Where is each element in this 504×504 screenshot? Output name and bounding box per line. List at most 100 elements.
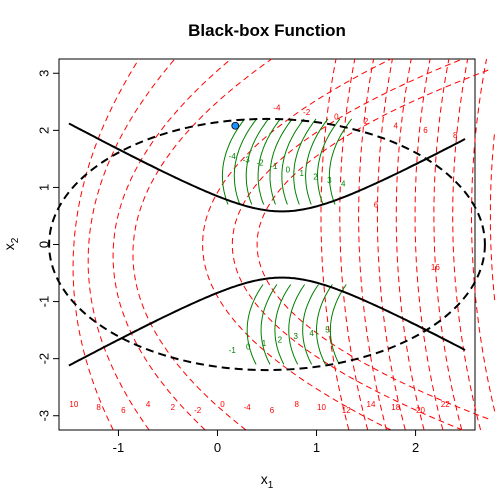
red-contour-label: -4 <box>273 103 281 112</box>
green-contour-label: 3 <box>293 332 298 341</box>
green-contour-line <box>329 284 347 365</box>
green-contour-line <box>246 284 264 365</box>
y-tick-label: 3 <box>36 70 51 77</box>
red-contour-label: 12 <box>342 406 351 415</box>
red-contour-label: -4 <box>244 403 252 412</box>
red-contour-label: 8 <box>96 403 101 412</box>
data-point <box>231 121 240 130</box>
plot-frame <box>58 58 476 431</box>
green-contour-label: 4 <box>309 329 314 338</box>
red-contour-line <box>231 58 463 431</box>
green-contour-label: 0 <box>286 166 291 175</box>
green-contour-label: -4 <box>229 152 237 161</box>
red-contour-line <box>72 58 140 431</box>
green-contour-line <box>281 118 305 205</box>
x-tick-label: -1 <box>113 440 125 455</box>
point-layer <box>231 121 240 130</box>
green-contour-line <box>316 284 333 365</box>
green-contour-label: 2 <box>278 336 283 345</box>
red-contour-line <box>433 58 463 431</box>
constraint-curves <box>68 122 466 367</box>
red-contour-label: -2 <box>303 108 311 117</box>
red-contour-label: -2 <box>194 406 202 415</box>
green-contour-line <box>328 118 353 205</box>
red-contour-line <box>112 58 232 431</box>
circle-layer <box>48 117 486 372</box>
green-contour-label: -1 <box>270 162 278 171</box>
green-contour-line <box>293 118 317 205</box>
red-contour-label: 4 <box>146 400 151 409</box>
red-contour-label: 6 <box>423 126 428 135</box>
y-tick-label: 1 <box>36 184 51 191</box>
red-contour-label: 0 <box>220 400 225 409</box>
red-contour-label: 2 <box>364 117 369 126</box>
green-contour-label: -2 <box>257 159 265 168</box>
x-tick-label: 0 <box>214 440 221 455</box>
red-contour-label: 6 <box>121 406 126 415</box>
green-contour-label: 1 <box>262 339 267 348</box>
red-contour-line <box>489 133 496 301</box>
x-tick-label: 2 <box>412 440 419 455</box>
x-tick-label: 1 <box>313 440 320 455</box>
y-tick-label: -3 <box>36 410 51 422</box>
green-contour-label: 5 <box>325 325 330 334</box>
green-contour-line <box>260 284 278 365</box>
red-contour-line <box>202 58 392 431</box>
green-contour-line <box>233 118 258 205</box>
green-contour-line <box>274 284 292 365</box>
red-contour-label: 18 <box>391 403 400 412</box>
green-contour-label: 2 <box>313 172 318 181</box>
dashed-circle-constraint <box>48 117 486 372</box>
green-contour-label: 4 <box>341 179 346 188</box>
x-axis-title: x1 <box>261 471 274 491</box>
y-axis-title: x2 <box>1 237 21 250</box>
red-contour-line <box>87 58 176 431</box>
red-contour-label: 0 <box>334 113 339 122</box>
red-contour-label: 6 <box>270 406 275 415</box>
green-contour-line <box>257 118 281 205</box>
red-contour-label: 8 <box>453 131 458 140</box>
upper-constraint-curve <box>68 122 466 213</box>
red-contour-label: 14 <box>367 400 376 409</box>
red-contour-label: 2 <box>171 403 176 412</box>
chart-title: Black-box Function <box>188 21 346 40</box>
red-contour-label: 8 <box>294 400 299 409</box>
green-contour-label: 0 <box>246 343 251 352</box>
green-contour-line <box>305 118 329 205</box>
red-contour-line <box>339 58 369 431</box>
red-contour-line <box>452 58 482 431</box>
green-contour-line <box>221 118 246 205</box>
red-contour-line <box>358 58 387 431</box>
red-contour-label: 22 <box>441 400 450 409</box>
y-tick-label: 2 <box>36 127 51 134</box>
red-contour-label: 6 <box>374 200 379 209</box>
red-contour-label: 16 <box>431 263 440 272</box>
green-contour-label: -1 <box>229 346 237 355</box>
green-contour-line <box>269 118 293 205</box>
green-contours: -4 -3 -2 -1 0 1 2 3 4-1 0 1 2 3 4 5 <box>221 118 353 365</box>
red-contour-line <box>414 58 444 431</box>
red-contour-line <box>376 58 406 431</box>
green-contour-line <box>245 118 269 205</box>
red-contour-label: 10 <box>317 403 326 412</box>
green-contour-line <box>317 118 341 205</box>
green-contour-line <box>302 284 319 365</box>
red-contour-label: 4 <box>394 122 399 131</box>
green-contour-label: 3 <box>327 176 332 185</box>
red-contour-line <box>132 58 272 431</box>
red-contour-line <box>256 69 489 420</box>
red-contour-line <box>395 58 425 431</box>
lower-constraint-curve <box>68 276 466 367</box>
green-contour-line <box>288 284 306 365</box>
y-tick-label: -1 <box>36 296 51 308</box>
red-contour-label: 10 <box>69 400 78 409</box>
red-contour-line <box>471 58 496 412</box>
y-tick-label: 0 <box>36 241 51 248</box>
red-contour-label: 20 <box>416 406 425 415</box>
y-tick-label: -2 <box>36 353 51 365</box>
green-contour-label: -3 <box>243 155 251 164</box>
